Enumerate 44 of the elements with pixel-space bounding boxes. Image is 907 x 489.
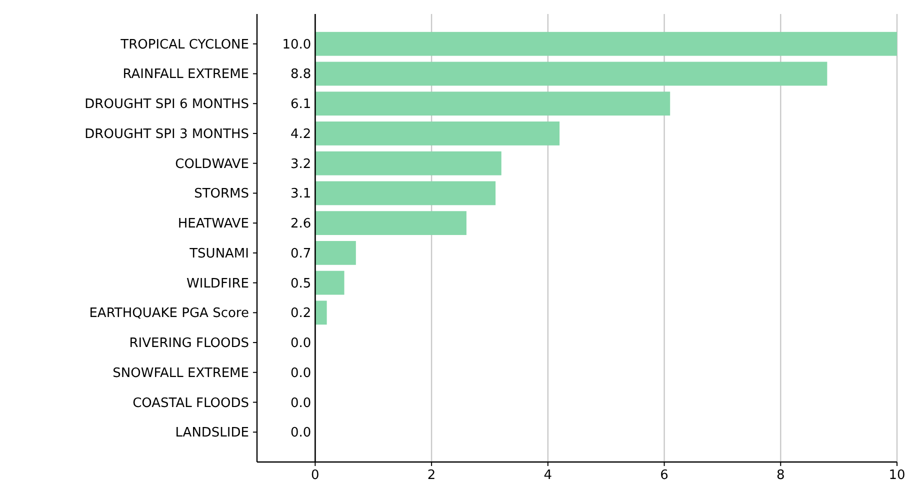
bar [315,270,344,295]
bar [315,122,560,146]
data-label: 0.0 [290,336,312,352]
data-label: 0.0 [290,366,312,381]
data-label: 0.5 [290,276,312,292]
bar [315,181,496,206]
x-tick-label: 0 [311,468,320,483]
y-tick-label: STORMS [194,186,249,202]
data-label: 2.6 [290,216,312,232]
data-label: 0.7 [290,246,312,262]
y-tick-label: COLDWAVE [175,156,249,172]
y-tick-label: COASTAL FLOODS [132,396,249,411]
y-tick-label: RAINFALL EXTREME [122,67,249,82]
x-tick-label: 2 [427,468,436,483]
y-tick-label: LANDSLIDE [175,426,249,441]
data-label: 3.2 [290,156,312,172]
y-tick-label: HEATWAVE [178,216,249,232]
data-label: 4.2 [290,126,312,142]
y-tick-label: TROPICAL CYCLONE [120,37,249,52]
data-label: 0.0 [290,426,312,441]
bar [315,151,502,176]
y-tick-label: RIVERING FLOODS [129,336,249,352]
data-label: 8.8 [290,67,312,82]
y-tick-label: WILDFIRE [186,276,249,292]
data-label: 0.0 [290,396,312,411]
data-label: 0.2 [290,306,312,322]
data-label: 3.1 [290,186,312,202]
bar [315,240,356,265]
y-tick-label: TSUNAMI [188,246,249,262]
bar [315,92,670,116]
y-tick-label: SNOWFALL EXTREME [112,366,249,381]
y-tick-label: DROUGHT SPI 6 MONTHS [84,97,249,112]
x-tick-label: 10 [888,468,906,483]
x-tick-label: 8 [776,468,785,483]
bar [315,300,327,325]
y-tick-label: EARTHQUAKE PGA Score [89,306,249,322]
bar [315,62,828,86]
bar [315,211,466,236]
y-tick-label: DROUGHT SPI 3 MONTHS [84,126,249,142]
x-tick-label: 6 [660,468,668,483]
bar [315,32,897,56]
data-label: 6.1 [290,97,312,112]
x-tick-label: 4 [544,468,552,483]
data-label: 10.0 [282,37,312,52]
